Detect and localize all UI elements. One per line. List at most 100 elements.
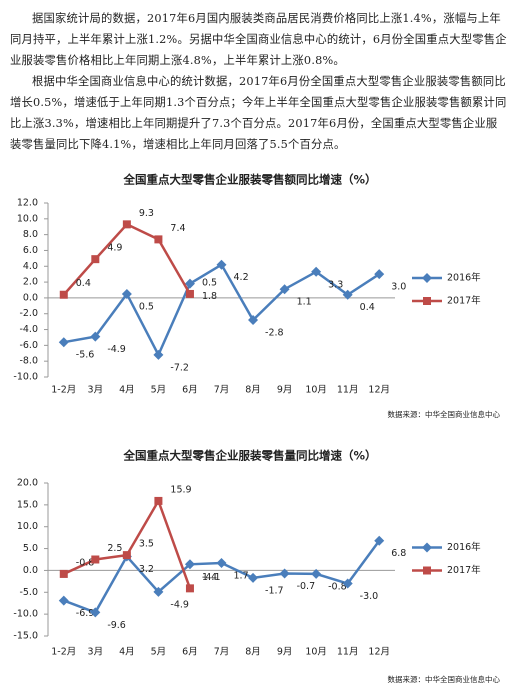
data-label: 0.4 — [76, 278, 91, 289]
x-tick-label: 9月 — [277, 385, 293, 396]
marker — [59, 569, 68, 578]
marker — [342, 289, 353, 300]
marker — [154, 235, 163, 244]
x-tick-label: 6月 — [182, 385, 198, 396]
source-note: 数据来源：中华全国商业信息中心 — [388, 409, 501, 419]
y-tick-label: 2.0 — [23, 277, 38, 288]
marker — [154, 496, 163, 505]
chart: 全国重点大型零售企业服装零售量同比增速（%） -15.0 -10.0 -5.0 0.0 5… — [13, 449, 500, 685]
y-tick-label: 0.0 — [23, 565, 38, 576]
data-label: 3.2 — [139, 564, 154, 575]
data-label: 0.5 — [202, 277, 217, 288]
data-label: -4.9 — [107, 344, 126, 355]
marker — [121, 288, 132, 299]
legend-marker — [423, 297, 431, 305]
y-tick-label: 10.0 — [17, 521, 38, 532]
y-tick-label: -8.0 — [19, 356, 38, 367]
x-tick-label: 1-2月 — [51, 385, 76, 396]
marker — [122, 220, 131, 229]
data-label: 3.0 — [391, 282, 406, 293]
x-tick-label: 11月 — [337, 385, 359, 396]
marker — [311, 266, 322, 277]
x-tick-label: 11月 — [337, 647, 359, 658]
data-label: 4.2 — [234, 272, 249, 283]
marker — [374, 269, 385, 280]
data-label: 4.9 — [107, 243, 122, 254]
series-line — [63, 262, 380, 358]
marker — [153, 349, 164, 360]
marker — [248, 572, 259, 583]
y-tick-label: 5.0 — [23, 543, 38, 554]
data-label: -1.7 — [265, 585, 284, 596]
marker — [279, 568, 290, 579]
marker — [153, 586, 164, 597]
data-label: 2.5 — [107, 543, 122, 554]
data-label: -2.8 — [265, 328, 284, 339]
chart-title: 全国重点大型零售企业服装零售额同比增速（%） — [122, 173, 376, 187]
x-tick-label: 10月 — [305, 385, 327, 396]
x-tick-label: 5月 — [151, 385, 167, 396]
legend-label: 2017年 — [447, 295, 481, 307]
data-label: 7.4 — [170, 223, 185, 234]
x-tick-label: 5月 — [151, 647, 167, 658]
paragraph: 据国家统计局的数据，2017年6月国内服装类商品居民消费价格同比上涨1.4%，涨… — [10, 12, 507, 67]
chart-title: 全国重点大型零售企业服装零售量同比增速（%） — [122, 449, 376, 463]
marker — [184, 559, 195, 570]
x-tick-label: 6月 — [182, 647, 198, 658]
marker — [342, 578, 353, 589]
y-tick-label: -10.0 — [13, 372, 38, 383]
marker — [90, 607, 101, 618]
x-tick-label: 4月 — [119, 385, 135, 396]
data-label: 1.8 — [202, 291, 217, 302]
x-tick-label: 3月 — [88, 385, 104, 396]
y-tick-label: 20.0 — [17, 478, 38, 489]
data-label: 3.3 — [328, 279, 343, 290]
legend-marker — [422, 542, 432, 553]
data-label: -0.8 — [328, 581, 347, 592]
x-tick-label: 8月 — [245, 385, 261, 396]
data-label: 9.3 — [139, 208, 154, 219]
data-label: -9.6 — [107, 620, 126, 631]
marker — [122, 551, 131, 560]
marker — [279, 284, 290, 295]
marker — [311, 568, 322, 579]
marker — [185, 289, 194, 298]
marker — [374, 535, 385, 546]
legend-marker — [422, 273, 432, 283]
x-tick-label: 12月 — [368, 385, 390, 396]
x-tick-label: 7月 — [214, 385, 230, 396]
marker — [216, 557, 227, 568]
series-line — [63, 497, 192, 589]
data-label: -0.7 — [297, 581, 316, 592]
y-tick-label: 8.0 — [23, 229, 38, 240]
marker — [90, 331, 101, 342]
y-tick-label: -15.0 — [13, 631, 38, 642]
data-label: -5.6 — [76, 350, 95, 361]
data-label: 0.5 — [139, 301, 154, 312]
data-label: -4.1 — [202, 572, 221, 583]
y-tick-label: -4.0 — [19, 324, 38, 335]
data-label: 1.7 — [234, 570, 249, 581]
data-label: -7.2 — [170, 362, 189, 373]
marker — [58, 595, 69, 606]
y-tick-label: 6.0 — [23, 245, 38, 256]
x-tick-label: 4月 — [119, 647, 135, 658]
y-tick-label: -5.0 — [19, 587, 38, 598]
x-tick-label: 3月 — [88, 647, 104, 658]
data-label: 15.9 — [170, 484, 191, 495]
data-label: 1.1 — [297, 297, 312, 308]
y-tick-label: 0.0 — [23, 292, 38, 303]
marker — [91, 555, 100, 564]
data-label: -3.0 — [360, 591, 379, 602]
legend-label: 2016年 — [447, 272, 481, 284]
y-tick-label: -6.0 — [19, 340, 38, 351]
data-label: 6.8 — [391, 548, 406, 559]
x-tick-label: 8月 — [245, 647, 261, 658]
data-label: -0.8 — [76, 557, 95, 568]
chart: 全国重点大型零售企业服装零售额同比增速（%） -10.0 -8.0 -6.0 -4.0 -… — [13, 173, 501, 420]
x-tick-label: 9月 — [277, 647, 293, 658]
x-tick-label: 7月 — [214, 647, 230, 658]
data-label: 0.4 — [360, 302, 375, 313]
legend-label: 2017年 — [447, 564, 481, 576]
